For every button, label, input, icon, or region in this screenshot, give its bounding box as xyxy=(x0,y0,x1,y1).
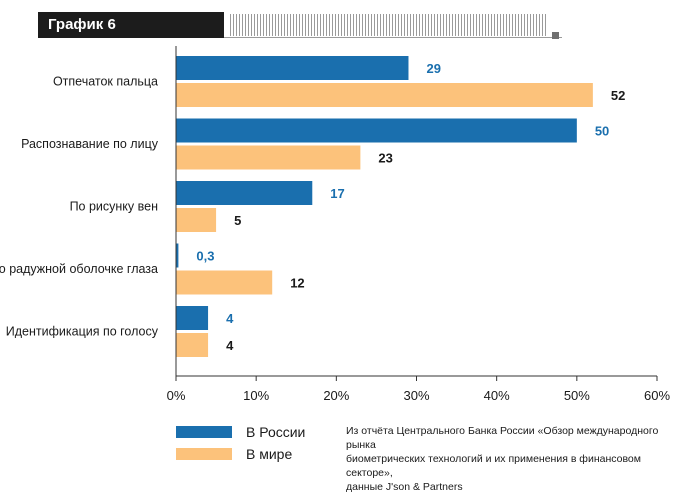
legend-swatch-world xyxy=(176,448,232,460)
data-label-world: 5 xyxy=(234,213,241,228)
data-label-world: 12 xyxy=(290,276,304,291)
header-square-marker xyxy=(552,32,559,39)
legend-label-world: В мире xyxy=(246,446,293,462)
data-label-world: 4 xyxy=(226,338,234,353)
source-line-1: Из отчёта Центрального Банка России «Обз… xyxy=(346,425,659,451)
category-label: По рисунку вен xyxy=(70,200,159,214)
category-label: Идентификация по голосу xyxy=(6,325,159,339)
x-tick-label: 0% xyxy=(167,388,186,403)
x-tick-label: 10% xyxy=(243,388,269,403)
source-line-2: биометрических технологий и их применени… xyxy=(346,453,641,479)
data-label-world: 23 xyxy=(378,151,392,166)
category-label: Отпечаток пальца xyxy=(53,75,158,89)
bar-chart-svg: Отпечаток пальца 29 52 Распознавание по лиц… xyxy=(0,46,670,403)
x-tick-label: 20% xyxy=(323,388,349,403)
category-label: Распознавание по лицу xyxy=(21,137,159,151)
legend-swatch-russia xyxy=(176,426,232,438)
bar-russia xyxy=(176,56,409,80)
bar-russia xyxy=(176,118,577,143)
bar-world xyxy=(176,270,273,295)
data-label-russia: 29 xyxy=(426,61,440,76)
bar-russia xyxy=(176,306,209,330)
header-hatch-decoration xyxy=(230,14,548,36)
x-tick-label: 60% xyxy=(644,388,670,403)
bar-world xyxy=(176,333,209,357)
bar-world xyxy=(176,145,361,170)
x-tick-label: 30% xyxy=(403,388,429,403)
x-tick-label: 50% xyxy=(564,388,590,403)
category-label: По радужной оболочке глаза xyxy=(0,262,158,276)
data-label-russia: 0,3 xyxy=(196,249,214,264)
header-underline xyxy=(224,37,562,38)
data-label-russia: 4 xyxy=(226,311,234,326)
source-line-3: данные J'son & Partners xyxy=(346,481,463,493)
legend-label-russia: В России xyxy=(246,424,306,440)
chart-figure: График 6 Отпечаток пальца 29 52 Распознаван… xyxy=(0,12,670,493)
data-label-russia: 50 xyxy=(595,124,609,139)
chart-header-title: График 6 xyxy=(38,12,224,38)
bar-russia xyxy=(176,181,313,205)
data-label-russia: 17 xyxy=(330,186,344,201)
bar-world xyxy=(176,83,593,107)
bar-world xyxy=(176,208,217,232)
bar-russia xyxy=(176,243,179,268)
x-tick-label: 40% xyxy=(484,388,510,403)
data-label-world: 52 xyxy=(611,88,625,103)
source-note: Из отчёта Центрального Банка России «Обз… xyxy=(346,424,666,494)
